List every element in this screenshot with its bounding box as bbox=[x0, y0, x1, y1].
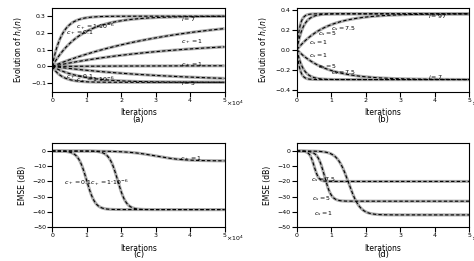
Text: $c_+=0.1$: $c_+=0.1$ bbox=[64, 179, 92, 187]
Text: $c_+=1$: $c_+=1$ bbox=[182, 60, 203, 69]
Y-axis label: Evolution of $h_i(n)$: Evolution of $h_i(n)$ bbox=[13, 16, 25, 83]
Text: $i=5$: $i=5$ bbox=[182, 80, 196, 87]
Text: $\times10^4$: $\times10^4$ bbox=[226, 98, 244, 108]
Text: $\times10^4$: $\times10^4$ bbox=[471, 234, 474, 243]
Text: $c_s=5$: $c_s=5$ bbox=[318, 29, 337, 38]
Text: $i=7$: $i=7$ bbox=[428, 73, 443, 81]
Text: $c_s=1$: $c_s=1$ bbox=[309, 51, 328, 60]
Text: $c_+=1{\cdot}10^{-6}$: $c_+=1{\cdot}10^{-6}$ bbox=[90, 178, 129, 188]
Text: $i=97$: $i=97$ bbox=[428, 12, 447, 20]
Text: (c): (c) bbox=[133, 250, 144, 259]
X-axis label: Iterations: Iterations bbox=[120, 108, 157, 117]
Text: (a): (a) bbox=[133, 115, 144, 124]
X-axis label: Iterations: Iterations bbox=[120, 244, 157, 253]
Text: $c_s=5$: $c_s=5$ bbox=[318, 62, 337, 70]
Text: $i=7$: $i=7$ bbox=[182, 15, 196, 23]
Y-axis label: EMSE (dB): EMSE (dB) bbox=[18, 166, 27, 205]
Text: $\times10^4$: $\times10^4$ bbox=[226, 234, 244, 243]
Text: $c_+=0.1$: $c_+=0.1$ bbox=[66, 28, 94, 37]
Text: $c_+=1$: $c_+=1$ bbox=[180, 154, 201, 163]
X-axis label: Iterations: Iterations bbox=[365, 244, 401, 253]
Text: (d): (d) bbox=[377, 250, 389, 259]
Text: $c_+=1{\cdot}10^{-6}$: $c_+=1{\cdot}10^{-6}$ bbox=[76, 22, 115, 32]
X-axis label: Iterations: Iterations bbox=[365, 108, 401, 117]
Text: $c_s=7.5$: $c_s=7.5$ bbox=[331, 24, 356, 33]
Text: $c_s=7.5$: $c_s=7.5$ bbox=[310, 175, 336, 184]
Text: $c_s=7.5$: $c_s=7.5$ bbox=[331, 68, 356, 77]
Y-axis label: Evolution of $h_i(n)$: Evolution of $h_i(n)$ bbox=[257, 16, 270, 83]
Text: (b): (b) bbox=[377, 115, 389, 124]
Text: $c_s=1$: $c_s=1$ bbox=[314, 209, 333, 218]
Text: $c_+=0.1$: $c_+=0.1$ bbox=[66, 72, 94, 81]
Text: $c_+=1{\cdot}10^{-6}$: $c_+=1{\cdot}10^{-6}$ bbox=[76, 75, 115, 85]
Text: $c_s=5$: $c_s=5$ bbox=[312, 194, 331, 203]
Text: $c_s=1$: $c_s=1$ bbox=[309, 38, 328, 47]
Y-axis label: EMSE (dB): EMSE (dB) bbox=[263, 166, 272, 205]
Text: $c_+=1$: $c_+=1$ bbox=[182, 37, 203, 46]
Text: $\times10^4$: $\times10^4$ bbox=[471, 98, 474, 108]
